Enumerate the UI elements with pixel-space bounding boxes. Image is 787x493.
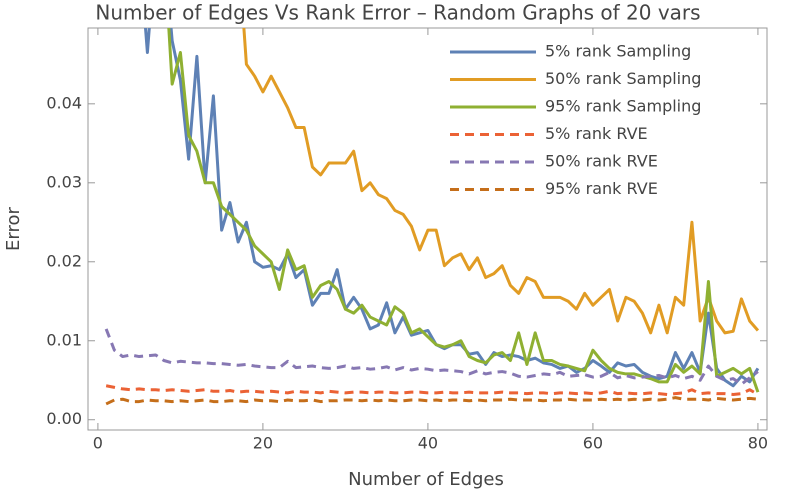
series-line — [105, 396, 759, 406]
x-tick-label: 60 — [583, 434, 603, 453]
series-line — [104, 328, 759, 386]
x-tick-label: 20 — [253, 434, 273, 453]
y-tick-label: 0.04 — [46, 93, 82, 112]
series-line — [167, 28, 760, 393]
x-axis-label: Number of Edges — [348, 469, 504, 490]
chart-title: Number of Edges Vs Rank Error – Random G… — [95, 1, 700, 25]
y-tick-label: 0.02 — [46, 251, 82, 270]
plot-area — [104, 28, 760, 406]
legend-label: 95% rank RVE — [545, 179, 658, 198]
legend-label: 5% rank RVE — [545, 124, 648, 143]
legend-label: 50% rank Sampling — [545, 69, 701, 88]
x-tick-label: 0 — [93, 434, 103, 453]
series-line — [242, 28, 760, 335]
legend-label: 95% rank Sampling — [545, 97, 701, 116]
y-tick-label: 0.03 — [46, 172, 82, 191]
series-line — [105, 384, 759, 396]
legend-label: 50% rank RVE — [545, 152, 658, 171]
legend-label: 5% rank Sampling — [545, 42, 691, 61]
y-tick-label: 0.00 — [46, 409, 82, 428]
x-tick-label: 80 — [748, 434, 768, 453]
y-tick-label: 0.01 — [46, 330, 82, 349]
y-axis-label: Error — [3, 206, 24, 250]
x-tick-label: 40 — [418, 434, 438, 453]
